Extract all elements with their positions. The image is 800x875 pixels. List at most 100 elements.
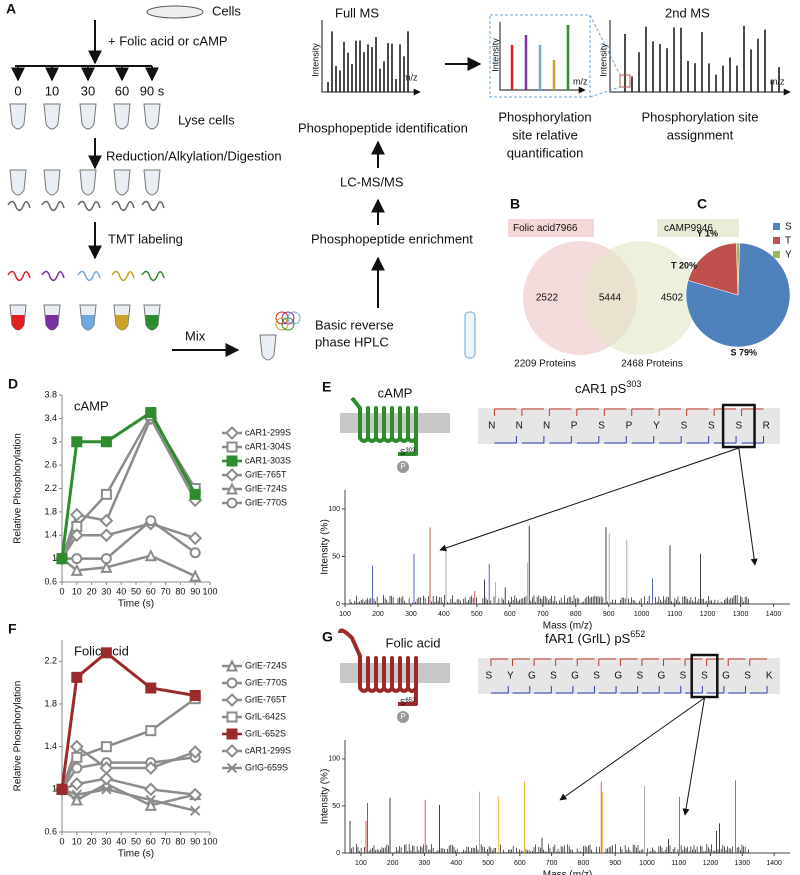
marker (69, 528, 84, 543)
label: N (488, 421, 495, 432)
label: 0.6 (44, 576, 57, 586)
camp-box (657, 219, 739, 237)
y-ion-bracket (663, 658, 681, 666)
label: m/z (403, 72, 418, 82)
marker (226, 441, 238, 453)
marker (99, 528, 114, 543)
label: Mass (m/z) (543, 621, 592, 632)
label: G (528, 671, 536, 682)
label: P (400, 712, 405, 721)
b-ion-bracket (490, 686, 509, 694)
b-ion-bracket (598, 686, 617, 694)
mix-blob (281, 317, 295, 331)
y-ion-bracket (512, 658, 530, 666)
label: assignment (667, 127, 734, 142)
label: Cells (212, 3, 241, 18)
label: 1 (52, 784, 57, 794)
label: 1400 (766, 611, 782, 618)
label: 800 (570, 611, 582, 618)
y-ion-bracket (603, 408, 627, 416)
site-num: 303 (405, 448, 416, 454)
label: Time (s) (118, 599, 154, 610)
label: 600 (514, 860, 526, 867)
label: GrlE-724S (245, 483, 287, 493)
label: 50 (131, 586, 141, 596)
label: 0 (59, 586, 64, 596)
label: P (400, 462, 405, 471)
y-ion-bracket (598, 658, 617, 666)
label: 90 s (140, 83, 165, 98)
label: 200 (372, 611, 384, 618)
label: G (657, 671, 665, 682)
label: Mass (m/z) (543, 870, 592, 875)
label: 0 (59, 836, 64, 846)
marker (70, 563, 83, 576)
marker (100, 488, 112, 500)
marker (189, 805, 201, 816)
label: 1000 (639, 860, 655, 867)
highlight (721, 403, 756, 449)
label: 1200 (700, 611, 716, 618)
marker (145, 407, 157, 419)
axis (499, 22, 586, 94)
y-ion-bracket (641, 658, 660, 666)
labeled-peptide (141, 270, 165, 282)
highlight (690, 653, 719, 699)
label: 900 (603, 611, 615, 618)
label: N (543, 421, 550, 432)
label: GrlE-724S (245, 660, 287, 670)
tube (113, 103, 131, 130)
label: Y (653, 421, 660, 432)
tube (143, 169, 161, 196)
marker (56, 553, 68, 565)
label: 1300 (735, 860, 751, 867)
y-ion-bracket (658, 408, 682, 416)
label: 1100 (667, 611, 682, 618)
label: 20 (87, 836, 97, 846)
zoom-line (589, 14, 621, 76)
y-ion-bracket (713, 408, 737, 416)
label: Mix (185, 328, 206, 343)
label: cAR1-303S (245, 455, 291, 465)
site-aa: S (400, 698, 405, 707)
label: 2468 Proteins (621, 359, 683, 370)
label: Lyse cells (178, 112, 235, 127)
tube-fill (145, 315, 159, 330)
label: S (708, 421, 715, 432)
label: m/z (573, 76, 588, 86)
label: 100 (328, 506, 340, 513)
marker (189, 488, 201, 500)
label: 60 (146, 586, 156, 596)
axis (344, 490, 790, 605)
b-ion-bracket (728, 686, 746, 694)
label: 5444 (599, 293, 622, 304)
y-ion-bracket (576, 658, 595, 666)
receptor (350, 396, 418, 456)
marker (71, 751, 83, 763)
b-ion-bracket (521, 436, 545, 444)
label: E (322, 379, 331, 395)
label: Phosphorylation site (641, 109, 758, 124)
marker (143, 782, 158, 797)
marker (226, 711, 238, 723)
marker (101, 784, 112, 795)
labeled-peptide (7, 270, 31, 282)
label: 0 (14, 83, 21, 98)
marker (144, 548, 157, 562)
marker (69, 507, 84, 522)
label: 1.4 (44, 530, 57, 540)
marker (71, 436, 83, 448)
label: 70 (161, 586, 171, 596)
label: 1300 (733, 611, 749, 618)
marker (226, 497, 238, 509)
label: Intensity (%) (320, 519, 331, 575)
label: 700 (537, 611, 549, 618)
label: Phosphorylation (498, 109, 591, 124)
folic-total: 7966 (555, 223, 578, 234)
label: 1.8 (44, 506, 57, 516)
b-ion-bracket (604, 436, 627, 444)
y-ion-bracket (727, 658, 746, 666)
label: 80 (175, 836, 185, 846)
label: Folic acid (386, 635, 441, 650)
